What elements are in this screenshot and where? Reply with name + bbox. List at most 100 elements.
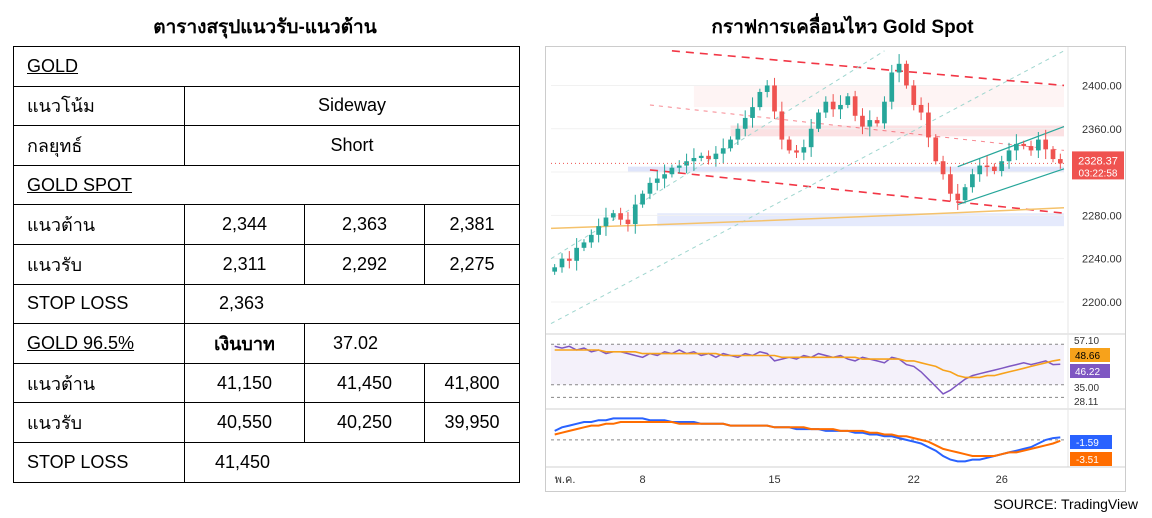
- candle-body: [1036, 139, 1041, 151]
- baht-support-label: แนวรับ: [13, 402, 185, 443]
- candle-body: [940, 161, 946, 175]
- candle-body: [640, 193, 645, 205]
- x-tick-label: พ.ค.: [555, 474, 576, 486]
- candle-body: [882, 101, 887, 124]
- candle-body: [772, 85, 777, 112]
- candle-body: [992, 166, 997, 171]
- trend-value: Sideway: [184, 85, 520, 127]
- candle-body: [596, 226, 601, 235]
- candle-body: [706, 155, 711, 160]
- baht-resistance-label: แนวต้าน: [13, 362, 185, 404]
- candle-body: [647, 182, 653, 194]
- candle-body: [999, 161, 1005, 171]
- channel-upper-line: [671, 50, 1065, 87]
- rsi-value-tag: [1070, 364, 1110, 378]
- candle-body: [1057, 159, 1063, 164]
- baht-support-1: 40,550: [184, 402, 305, 443]
- rsi-band: [551, 344, 1064, 385]
- price-tick-label: 2200.00: [1082, 297, 1122, 309]
- candle-body: [566, 258, 572, 261]
- candle-body: [610, 213, 616, 218]
- candle-body: [977, 165, 983, 175]
- candle-body: [838, 104, 843, 110]
- rsi-signal-line: [554, 349, 1061, 379]
- price-tick-label: 2280.00: [1082, 210, 1122, 222]
- spot-support-3: 2,275: [424, 243, 520, 285]
- strategy-label: กลยุทธ์: [13, 125, 185, 166]
- spot-resistance-3: 2,381: [424, 204, 520, 245]
- candle-body: [1043, 139, 1049, 150]
- candle-body: [794, 150, 799, 153]
- candle-body: [625, 219, 631, 225]
- candle-body: [867, 120, 873, 127]
- summary-table-title: ตารางสรุปแนวรับ-แนวต้าน: [153, 17, 377, 38]
- candle-body: [984, 165, 990, 168]
- countdown-label: 03:22:58: [1079, 168, 1118, 179]
- rising-channel-upper: [957, 126, 1065, 168]
- chart-canvas: 2200.00 2240.00 2280.00 2360.00 2400.00 2328.…: [546, 47, 1125, 486]
- table-row: แนวต้าน 41,150 41,450 41,800: [13, 362, 520, 404]
- candle-body: [764, 85, 770, 92]
- rsi-level-label: 57.10: [1074, 336, 1099, 347]
- table-row: แนวรับ 2,311 2,292 2,275: [13, 243, 520, 285]
- rsi-level-label: 28.11: [1074, 397, 1099, 408]
- x-tick-label: 15: [768, 474, 780, 486]
- baht-label: เงินบาท: [184, 323, 305, 364]
- candle-body: [713, 153, 719, 160]
- candle-body: [830, 101, 836, 110]
- price-tick-label: 2400.00: [1082, 80, 1122, 92]
- macd-value-label: -1.59: [1076, 438, 1099, 449]
- rsi-value-label: 46.22: [1075, 367, 1100, 378]
- trend-label: แนวโน้ม: [13, 85, 185, 127]
- candle-body: [654, 178, 660, 183]
- candle-body: [933, 137, 939, 162]
- table-row: กลยุทธ์ Short: [13, 125, 520, 166]
- candle-body: [801, 147, 807, 153]
- candle-body: [962, 187, 968, 201]
- macd-signal-line: [554, 421, 1061, 457]
- candle-body: [588, 234, 594, 243]
- baht-support-3: 39,950: [424, 402, 520, 443]
- pivot-band: [627, 166, 1064, 173]
- candle-body: [816, 112, 821, 129]
- baht-resistance-2: 41,450: [304, 362, 425, 404]
- rising-channel-lower: [957, 168, 1065, 206]
- spot-stop-loss-value: 2,363: [184, 283, 520, 325]
- candle-body: [860, 115, 865, 127]
- table-row: STOP LOSS 41,450: [13, 441, 520, 483]
- baht-stop-loss-label: STOP LOSS: [13, 441, 185, 483]
- candle-body: [684, 161, 689, 166]
- candle-body: [823, 101, 829, 113]
- candle-body: [955, 193, 961, 201]
- uptrend-lower-line: [550, 50, 1065, 325]
- candle-body: [574, 247, 579, 261]
- price-tick-label: 2240.00: [1082, 254, 1122, 266]
- table-row: แนวรับ 40,550 40,250 39,950: [13, 402, 520, 443]
- macd-signal-label: -3.51: [1076, 455, 1099, 466]
- support-band: [657, 213, 1064, 227]
- baht-stop-loss-value: 41,450: [184, 441, 520, 483]
- candle-body: [1021, 143, 1027, 147]
- candle-body: [889, 72, 895, 102]
- candle-body: [852, 96, 858, 116]
- resistance-band: [730, 125, 1064, 137]
- candle-body: [632, 204, 638, 225]
- candle-body: [918, 104, 924, 113]
- candle-body: [904, 63, 909, 86]
- baht-value: 37.02: [304, 323, 520, 364]
- spot-resistance-1: 2,344: [184, 204, 305, 245]
- moving-average-line: [550, 207, 1065, 230]
- candle-body: [896, 63, 902, 73]
- candle-body: [1028, 146, 1034, 151]
- x-tick-label: 26: [996, 474, 1008, 486]
- spot-support-2: 2,292: [304, 243, 425, 285]
- strategy-value: Short: [184, 125, 520, 166]
- gold-header: GOLD: [13, 46, 520, 87]
- rsi-line: [554, 345, 1061, 395]
- x-tick-label: 22: [908, 474, 920, 486]
- x-tick-label: 8: [640, 474, 646, 486]
- resistance-zone: [693, 85, 1064, 108]
- candle-body: [808, 128, 814, 148]
- candle-body: [691, 157, 697, 162]
- gold-spot-header: GOLD SPOT: [13, 164, 520, 206]
